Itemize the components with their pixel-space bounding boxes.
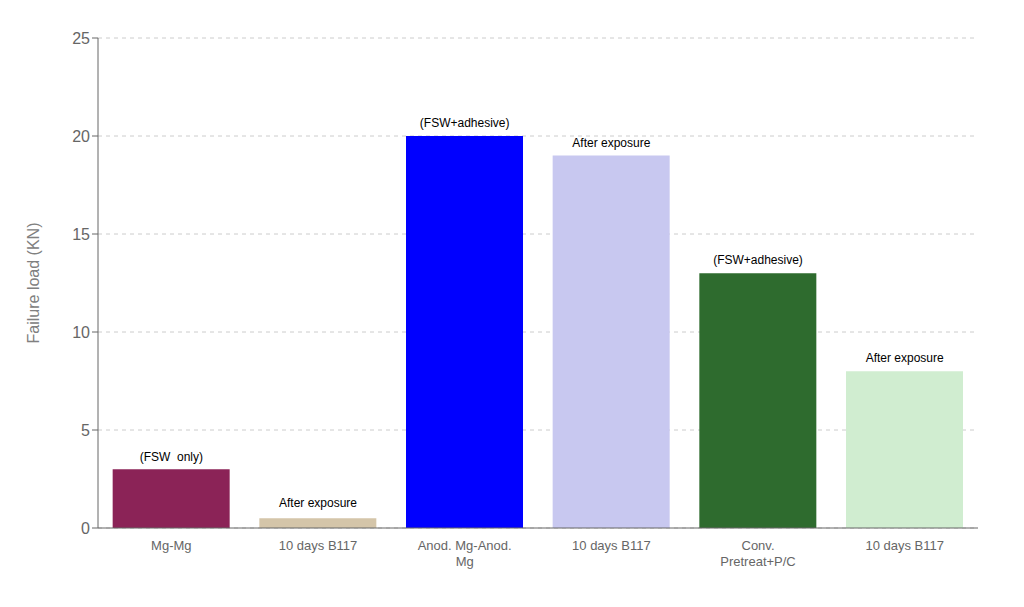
svg-text:0: 0 (81, 520, 90, 537)
svg-text:25: 25 (72, 30, 90, 47)
svg-text:10: 10 (72, 324, 90, 341)
svg-text:(FSW+adhesive): (FSW+adhesive) (420, 116, 510, 130)
svg-text:Failure load (KN): Failure load (KN) (25, 223, 42, 344)
svg-text:15: 15 (72, 226, 90, 243)
svg-text:10 days B117: 10 days B117 (279, 538, 358, 553)
svg-text:Anod. Mg-Anod.Mg: Anod. Mg-Anod.Mg (418, 538, 512, 569)
svg-text:5: 5 (81, 422, 90, 439)
svg-text:After exposure: After exposure (866, 351, 944, 365)
svg-text:After exposure: After exposure (279, 496, 357, 510)
svg-text:10 days B117: 10 days B117 (865, 538, 944, 553)
svg-text:Conv.Pretreat+P/C: Conv.Pretreat+P/C (720, 538, 796, 569)
svg-text:(FSW only): (FSW only) (140, 450, 203, 464)
svg-text:20: 20 (72, 128, 90, 145)
svg-text:After exposure: After exposure (572, 136, 650, 150)
svg-text:10 days B117: 10 days B117 (572, 538, 651, 553)
svg-text:(FSW+adhesive): (FSW+adhesive) (713, 253, 803, 267)
svg-text:Mg-Mg: Mg-Mg (151, 538, 191, 553)
